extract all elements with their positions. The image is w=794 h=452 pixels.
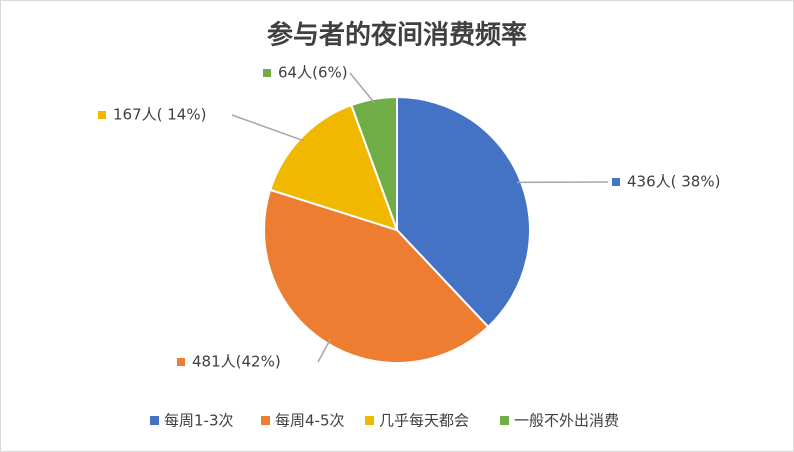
legend-key <box>500 416 509 425</box>
chart-title: 参与者的夜间消费频率 <box>267 20 527 51</box>
label-key <box>263 69 271 77</box>
data-label: 481人(42%) <box>192 353 281 371</box>
pie-slice <box>268 103 399 232</box>
data-label: 64人(6%) <box>278 64 348 82</box>
legend-label: 每周1-3次 <box>164 412 234 430</box>
legend-label: 几乎每天都会 <box>379 412 469 430</box>
leader-line <box>349 72 376 104</box>
label-key <box>612 178 620 186</box>
leader-line <box>231 114 305 142</box>
data-label: 167人( 14%) <box>113 106 206 124</box>
legend-label: 每周4-5次 <box>275 412 345 430</box>
leader-line <box>317 338 332 363</box>
pie-slice <box>350 95 398 231</box>
pie-slice <box>263 188 490 364</box>
legend-key <box>261 416 270 425</box>
data-label: 436人( 38%) <box>627 173 720 191</box>
pie-slice <box>396 95 531 329</box>
legend-key <box>150 416 159 425</box>
label-key <box>177 358 185 366</box>
label-key <box>98 111 106 119</box>
legend-label: 一般不外出消费 <box>514 412 619 430</box>
legend-key <box>365 416 374 425</box>
